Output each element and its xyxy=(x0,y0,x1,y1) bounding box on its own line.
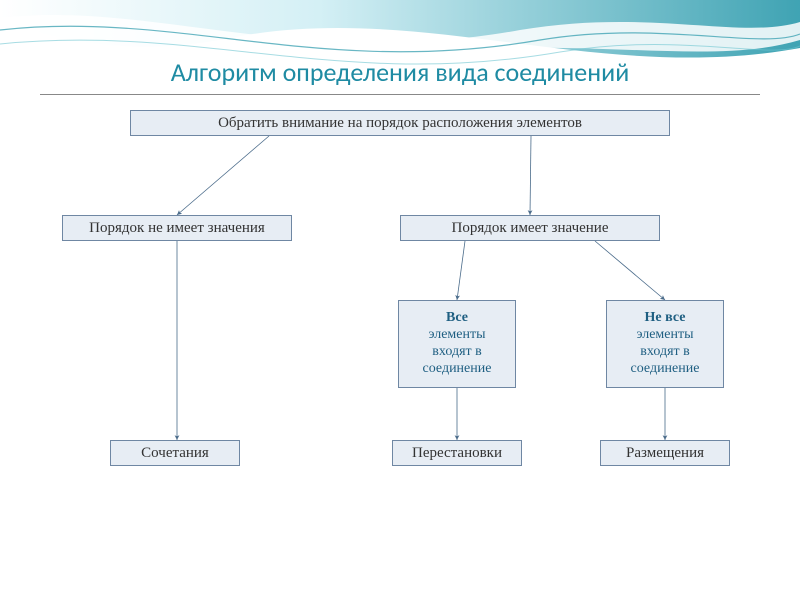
node-text: соединение xyxy=(631,361,700,378)
node-text: Все xyxy=(446,310,468,327)
flowchart-node-root: Обратить внимание на порядок расположени… xyxy=(130,110,670,136)
node-text: Не все xyxy=(645,310,686,327)
flowchart-node-comb: Сочетания xyxy=(110,440,240,466)
node-text: входят в xyxy=(640,344,689,361)
node-text: соединение xyxy=(423,361,492,378)
flowchart-node-right: Порядок имеет значение xyxy=(400,215,660,241)
flowchart-node-arr: Размещения xyxy=(600,440,730,466)
flowchart-edge xyxy=(457,241,465,300)
flowchart-edge xyxy=(177,136,269,215)
title-underline xyxy=(40,94,760,95)
flowchart-node-notall: Не всеэлементывходят всоединение xyxy=(606,300,724,388)
node-text: Сочетания xyxy=(141,444,209,462)
node-text: Порядок не имеет значения xyxy=(89,219,265,237)
flowchart-edge xyxy=(595,241,665,300)
slide: Алгоритм определения вида соединений Обр… xyxy=(0,0,800,600)
node-text: элементы xyxy=(428,327,485,344)
node-text: элементы xyxy=(636,327,693,344)
node-text: Обратить внимание на порядок расположени… xyxy=(218,114,582,132)
flowchart-node-all: Всеэлементывходят всоединение xyxy=(398,300,516,388)
node-text: Перестановки xyxy=(412,444,502,462)
node-text: Размещения xyxy=(626,444,704,462)
flowchart-edge xyxy=(530,136,531,215)
flowchart-node-perm: Перестановки xyxy=(392,440,522,466)
node-text: входят в xyxy=(432,344,481,361)
page-title: Алгоритм определения вида соединений xyxy=(0,56,800,88)
node-text: Порядок имеет значение xyxy=(452,219,609,237)
flowchart-node-left: Порядок не имеет значения xyxy=(62,215,292,241)
